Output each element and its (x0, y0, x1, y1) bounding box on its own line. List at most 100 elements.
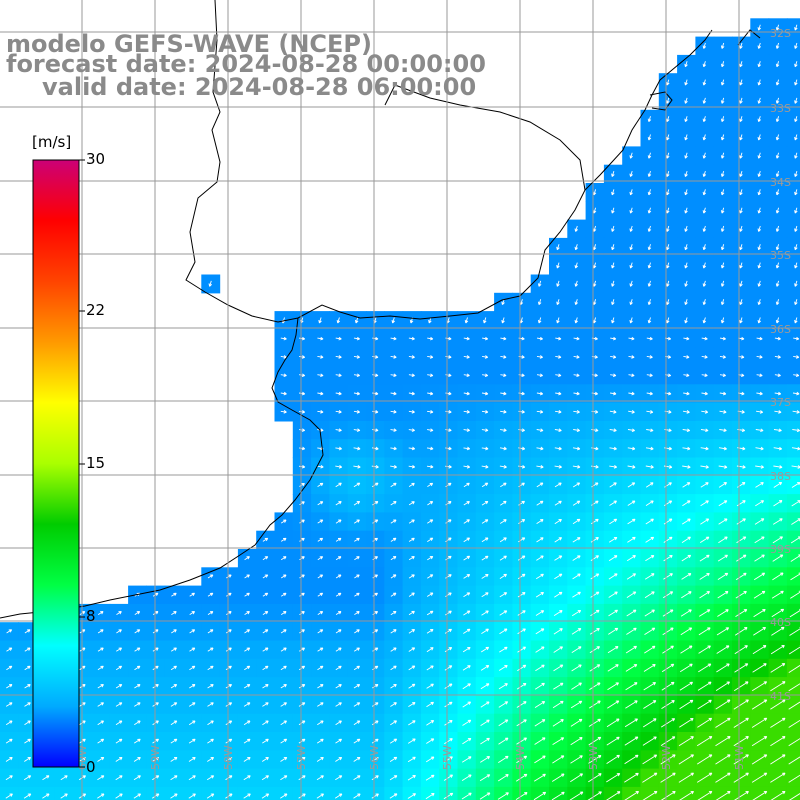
wind-arrow-1039 (42, 775, 50, 781)
wind-arrow-752 (426, 647, 434, 653)
wind-arrow-830 (243, 684, 251, 689)
wind-arrow-988 (715, 736, 731, 747)
wind-arrow-538 (736, 536, 747, 544)
wind-arrow-128 (666, 262, 670, 269)
wind-arrow-1055 (335, 775, 343, 781)
wind-arrow-455 (299, 501, 305, 506)
wind-arrow-641 (771, 590, 784, 599)
wind-arrow-155 (556, 299, 560, 306)
wind-arrow-676 (644, 609, 655, 617)
wind-arrow-213 (555, 336, 562, 341)
wind-arrow-1061 (443, 774, 453, 781)
wind-arrow-959 (188, 738, 196, 744)
wind-arrow-891 (552, 700, 564, 709)
wind-arrow-420 (682, 465, 691, 469)
lat-label-5: 37S (770, 396, 791, 409)
wind-arrow-551 (408, 556, 415, 561)
wind-arrow-201 (335, 336, 342, 341)
wind-arrow-190 (666, 317, 670, 324)
wind-arrow-1052 (280, 775, 288, 781)
wind-arrow-881 (371, 702, 379, 707)
wind-arrow-633 (626, 591, 637, 598)
wind-arrow-930 (462, 719, 472, 726)
wind-arrow-965 (298, 738, 306, 744)
wind-arrow-720 (644, 627, 656, 635)
wind-arrow-368 (755, 428, 764, 433)
wind-cell-1114 (603, 786, 623, 800)
wind-arrow-738 (170, 647, 177, 652)
wind-arrow-966 (316, 738, 324, 744)
wind-arrow-546 (317, 556, 324, 561)
wind-arrow-623 (445, 592, 452, 597)
wind-arrow-493 (463, 519, 470, 524)
wind-cell-1112 (567, 786, 587, 800)
wind-arrow-227 (280, 355, 287, 359)
wind-arrow-1101 (371, 793, 379, 799)
wind-arrow-663 (408, 610, 415, 616)
wind-arrow-734 (97, 647, 104, 652)
lat-label-1: 33S (770, 102, 791, 115)
wind-arrow-906 (24, 720, 31, 726)
wind-arrow-364 (682, 428, 691, 433)
wind-arrow-911 (115, 720, 123, 726)
wind-arrow-1063 (479, 774, 491, 782)
wind-arrow-198 (280, 336, 287, 341)
wind-arrow-564 (645, 555, 655, 562)
wind-arrow-1099 (334, 793, 343, 799)
wind-arrow-893 (588, 700, 601, 709)
wind-arrow-195 (757, 317, 762, 324)
wind-cell-541 (786, 530, 800, 550)
wind-arrow-539 (754, 536, 765, 544)
wind-arrow-543 (262, 556, 269, 561)
wind-arrow-1118 (679, 790, 694, 800)
wind-arrow-101 (684, 225, 688, 232)
wind-arrow-766 (680, 645, 693, 654)
wind-arrow-380 (463, 446, 471, 451)
wind-arrow-917 (225, 720, 233, 726)
wind-arrow-860 (788, 683, 800, 692)
wind-arrow-507 (718, 518, 728, 525)
wind-arrow-283 (774, 373, 781, 378)
wind-arrow-998 (97, 756, 105, 762)
wind-arrow-710 (463, 628, 471, 634)
wind-arrow-899 (697, 699, 712, 710)
wind-arrow-500 (590, 518, 599, 525)
wind-arrow-975 (480, 737, 490, 745)
wind-arrow-923 (335, 720, 342, 726)
lon-label-2: 58W (222, 745, 235, 770)
wind-arrow-6 (757, 42, 762, 49)
wind-arrow-829 (225, 684, 232, 689)
wind-arrow-1046 (170, 775, 178, 781)
wind-arrow-288 (335, 391, 342, 396)
wind-arrow-139 (574, 280, 579, 287)
wind-arrow-1008 (280, 756, 288, 762)
wind-arrow-581 (354, 574, 360, 579)
wind-arrow-1069 (588, 773, 602, 783)
wind-arrow-603 (753, 572, 766, 581)
wind-arrow-612 (244, 592, 250, 597)
wind-arrow-345 (335, 428, 342, 432)
wind-arrow-968 (353, 738, 361, 744)
wind-arrow-165 (739, 299, 743, 306)
colorbar-unit: [m/s] (32, 133, 72, 151)
wind-arrow-406 (426, 464, 434, 469)
wind-arrow-453 (773, 481, 783, 488)
wind-arrow-207 (445, 336, 452, 341)
wind-arrow-491 (427, 519, 434, 524)
wind-arrow-583 (390, 574, 397, 579)
wind-arrow-354 (500, 428, 507, 433)
wind-arrow-436 (463, 482, 470, 488)
wind-arrow-744 (280, 647, 287, 652)
wind-arrow-1075 (696, 772, 713, 783)
wind-arrow-206 (427, 336, 434, 341)
wind-arrow-89 (702, 207, 707, 214)
wind-arrow-509 (754, 518, 765, 525)
wind-arrow-825 (152, 684, 159, 689)
wind-arrow-990 (751, 736, 768, 747)
wind-arrow-416 (609, 465, 618, 469)
wind-arrow-1078 (751, 772, 768, 783)
wind-arrow-943 (697, 717, 713, 728)
wind-arrow-164 (720, 299, 725, 306)
wind-arrow-746 (317, 647, 324, 652)
wind-arrow-107 (794, 225, 798, 232)
